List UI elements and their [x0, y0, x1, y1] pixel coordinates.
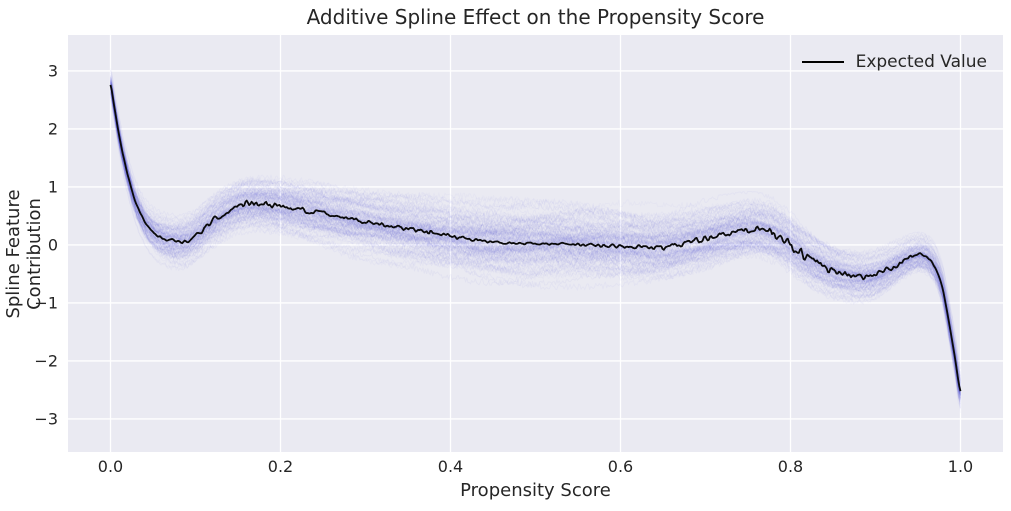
y-tick-label: −3	[34, 409, 58, 429]
x-tick-label: 0.6	[607, 457, 634, 476]
y-tick-label: 3	[47, 61, 58, 81]
x-tick-label: 0.0	[97, 457, 124, 476]
legend-label: Expected Value	[855, 52, 987, 72]
y-tick-label: 0	[47, 235, 58, 255]
y-tick-label: −2	[34, 351, 58, 371]
y-axis-label: Spline Feature Contribution	[3, 189, 45, 319]
chart-title: Additive Spline Effect on the Propensity…	[306, 5, 765, 29]
legend: Expected Value	[801, 50, 987, 74]
x-tick-label: 0.2	[267, 457, 294, 476]
y-tick-label: 1	[47, 177, 58, 197]
x-axis-label: Propensity Score	[460, 480, 611, 501]
x-tick-label: 0.8	[777, 457, 804, 476]
y-tick-label: −1	[34, 293, 58, 313]
legend-line-swatch	[801, 61, 844, 63]
y-tick-label: 2	[47, 119, 58, 139]
x-tick-label: 1.0	[947, 457, 974, 476]
x-tick-label: 0.4	[437, 457, 464, 476]
